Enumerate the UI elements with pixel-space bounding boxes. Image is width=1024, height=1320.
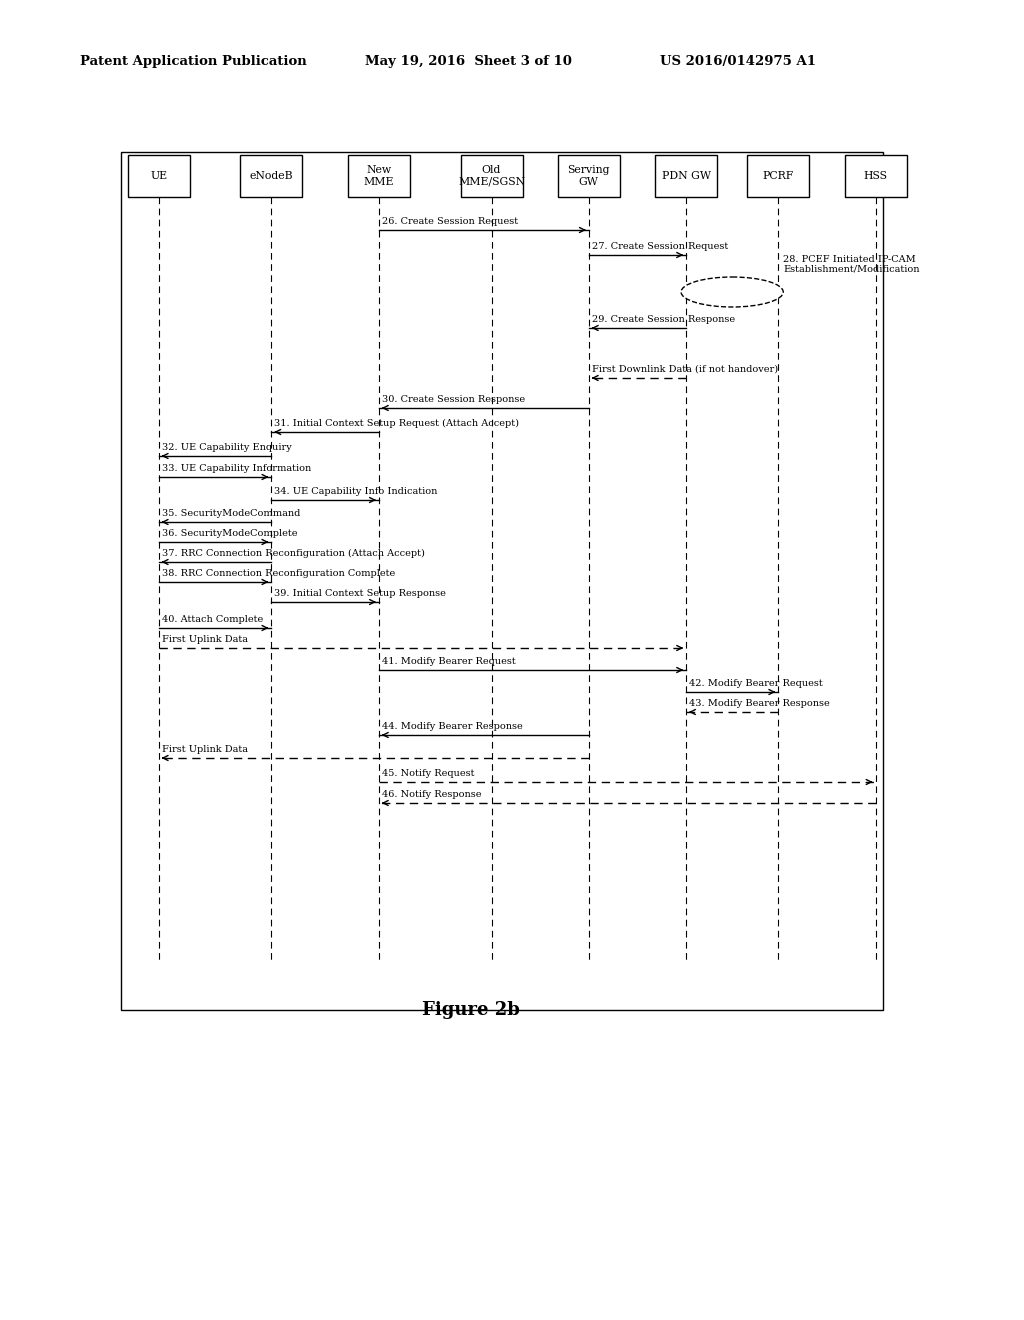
- Bar: [241, 154, 302, 197]
- Text: PDN GW: PDN GW: [662, 172, 711, 181]
- Text: 35. SecurityModeCommand: 35. SecurityModeCommand: [162, 510, 300, 517]
- Text: 28. PCEF Initiated IP-CAM
Establishment/Modification: 28. PCEF Initiated IP-CAM Establishment/…: [783, 255, 920, 275]
- Text: Old
MME/SGSN: Old MME/SGSN: [458, 165, 525, 187]
- Text: 29. Create Session Response: 29. Create Session Response: [592, 315, 735, 323]
- Text: 38. RRC Connection Reconfiguration Complete: 38. RRC Connection Reconfiguration Compl…: [162, 569, 395, 578]
- Bar: [461, 154, 522, 197]
- Bar: [348, 154, 410, 197]
- Text: 33. UE Capability Information: 33. UE Capability Information: [162, 465, 311, 473]
- Text: 39. Initial Context Setup Response: 39. Initial Context Setup Response: [274, 589, 446, 598]
- Text: 30. Create Session Response: 30. Create Session Response: [382, 395, 525, 404]
- Ellipse shape: [681, 277, 783, 308]
- Text: 31. Initial Context Setup Request (Attach Accept): 31. Initial Context Setup Request (Attac…: [274, 418, 519, 428]
- Text: 34. UE Capability Info Indication: 34. UE Capability Info Indication: [274, 487, 437, 496]
- Text: New
MME: New MME: [364, 165, 394, 187]
- Bar: [748, 154, 809, 197]
- Text: 32. UE Capability Enquiry: 32. UE Capability Enquiry: [162, 444, 292, 451]
- Text: 27. Create Session Request: 27. Create Session Request: [592, 242, 728, 251]
- Text: 44. Modify Bearer Response: 44. Modify Bearer Response: [382, 722, 522, 731]
- Text: 26. Create Session Request: 26. Create Session Request: [382, 216, 518, 226]
- Bar: [558, 154, 620, 197]
- Text: May 19, 2016  Sheet 3 of 10: May 19, 2016 Sheet 3 of 10: [365, 55, 571, 69]
- Bar: [655, 154, 717, 197]
- Text: eNodeB: eNodeB: [250, 172, 293, 181]
- Text: 43. Modify Bearer Response: 43. Modify Bearer Response: [689, 700, 829, 708]
- Bar: [121, 152, 883, 1010]
- Text: 40. Attach Complete: 40. Attach Complete: [162, 615, 263, 624]
- Text: Figure 2b: Figure 2b: [422, 1001, 520, 1019]
- Text: 36. SecurityModeComplete: 36. SecurityModeComplete: [162, 529, 297, 539]
- Text: HSS: HSS: [863, 172, 888, 181]
- Bar: [128, 154, 189, 197]
- Text: 37. RRC Connection Reconfiguration (Attach Accept): 37. RRC Connection Reconfiguration (Atta…: [162, 549, 425, 558]
- Text: First Downlink Data (if not handover): First Downlink Data (if not handover): [592, 366, 778, 374]
- Text: 46. Notify Response: 46. Notify Response: [382, 789, 481, 799]
- Text: Patent Application Publication: Patent Application Publication: [80, 55, 307, 69]
- Text: First Uplink Data: First Uplink Data: [162, 744, 248, 754]
- Text: 41. Modify Bearer Request: 41. Modify Bearer Request: [382, 657, 516, 667]
- Text: US 2016/0142975 A1: US 2016/0142975 A1: [660, 55, 816, 69]
- Text: 45. Notify Request: 45. Notify Request: [382, 770, 474, 777]
- Text: Serving
GW: Serving GW: [567, 165, 610, 187]
- Text: UE: UE: [151, 172, 167, 181]
- Text: 42. Modify Bearer Request: 42. Modify Bearer Request: [689, 678, 823, 688]
- Bar: [845, 154, 906, 197]
- Text: PCRF: PCRF: [763, 172, 794, 181]
- Text: First Uplink Data: First Uplink Data: [162, 635, 248, 644]
